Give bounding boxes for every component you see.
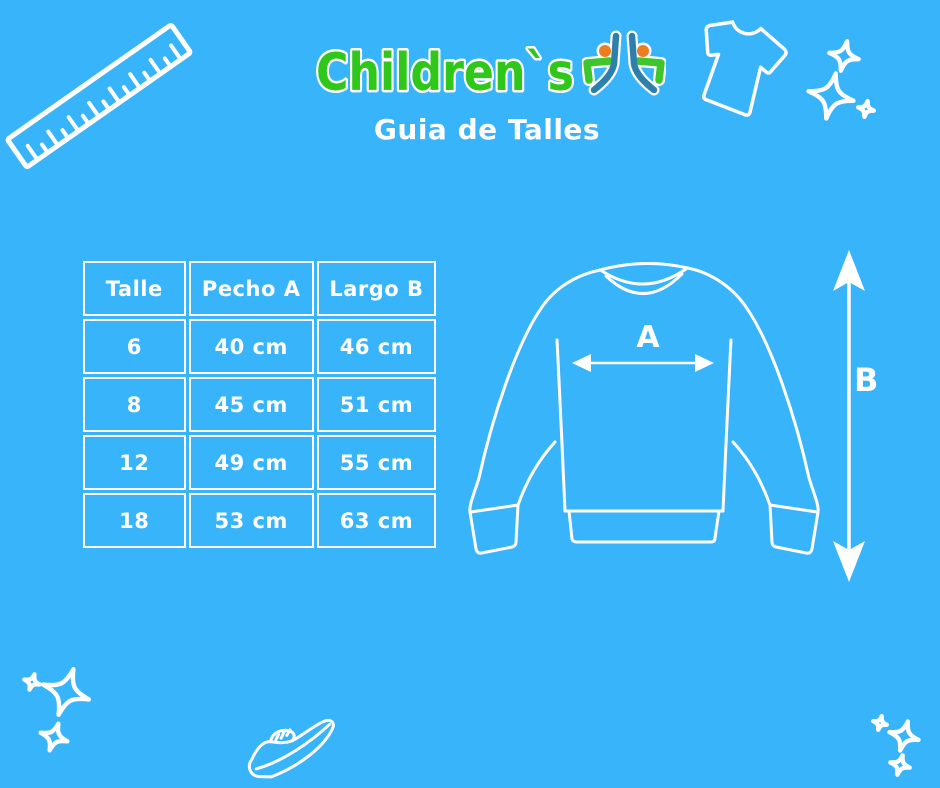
table-cell: 6 (83, 319, 186, 374)
sweater-outline-icon (468, 262, 820, 555)
table-cell: 8 (83, 377, 186, 432)
size-table: Talle Pecho A Largo B 6 40 cm 46 cm 8 45… (80, 258, 439, 551)
brand-logo-icon (582, 30, 666, 96)
table-cell: 45 cm (188, 377, 314, 432)
tshirt-icon (702, 20, 788, 117)
table-cell: 40 cm (188, 319, 314, 374)
table-cell: 46 cm (316, 319, 436, 374)
length-measure-label: B (854, 361, 878, 399)
chest-width-arrow: A (572, 320, 714, 372)
table-cell: 18 (83, 493, 186, 548)
length-arrow: B (833, 250, 878, 582)
table-header-pecho: Pecho A (188, 261, 314, 316)
sparkles-top-right-icon (795, 25, 895, 145)
sweater-diagram: A (468, 262, 820, 555)
table-cell: 49 cm (188, 435, 314, 490)
table-cell: 63 cm (316, 493, 436, 548)
chest-measure-label: A (636, 320, 660, 355)
table-row: 18 53 cm 63 cm (83, 493, 436, 548)
sparkles-bottom-right-icon (848, 695, 928, 780)
sparkles-bottom-left-icon (8, 648, 123, 758)
sneaker-icon (247, 718, 335, 779)
table-row: 8 45 cm 51 cm (83, 377, 436, 432)
table-header-largo: Largo B (316, 261, 436, 316)
table-row: 12 49 cm 55 cm (83, 435, 436, 490)
table-cell: 12 (83, 435, 186, 490)
brand-name: Children`s (316, 43, 574, 103)
table-cell: 55 cm (316, 435, 436, 490)
ruler-icon (3, 21, 195, 172)
table-cell: 53 cm (188, 493, 314, 548)
table-cell: 51 cm (316, 377, 436, 432)
table-row: 6 40 cm 46 cm (83, 319, 436, 374)
table-header-row: Talle Pecho A Largo B (83, 261, 436, 316)
table-header-talle: Talle (83, 261, 186, 316)
page-title: Guia de Talles (373, 113, 601, 146)
brand-logo-text: Children`s (314, 41, 577, 106)
